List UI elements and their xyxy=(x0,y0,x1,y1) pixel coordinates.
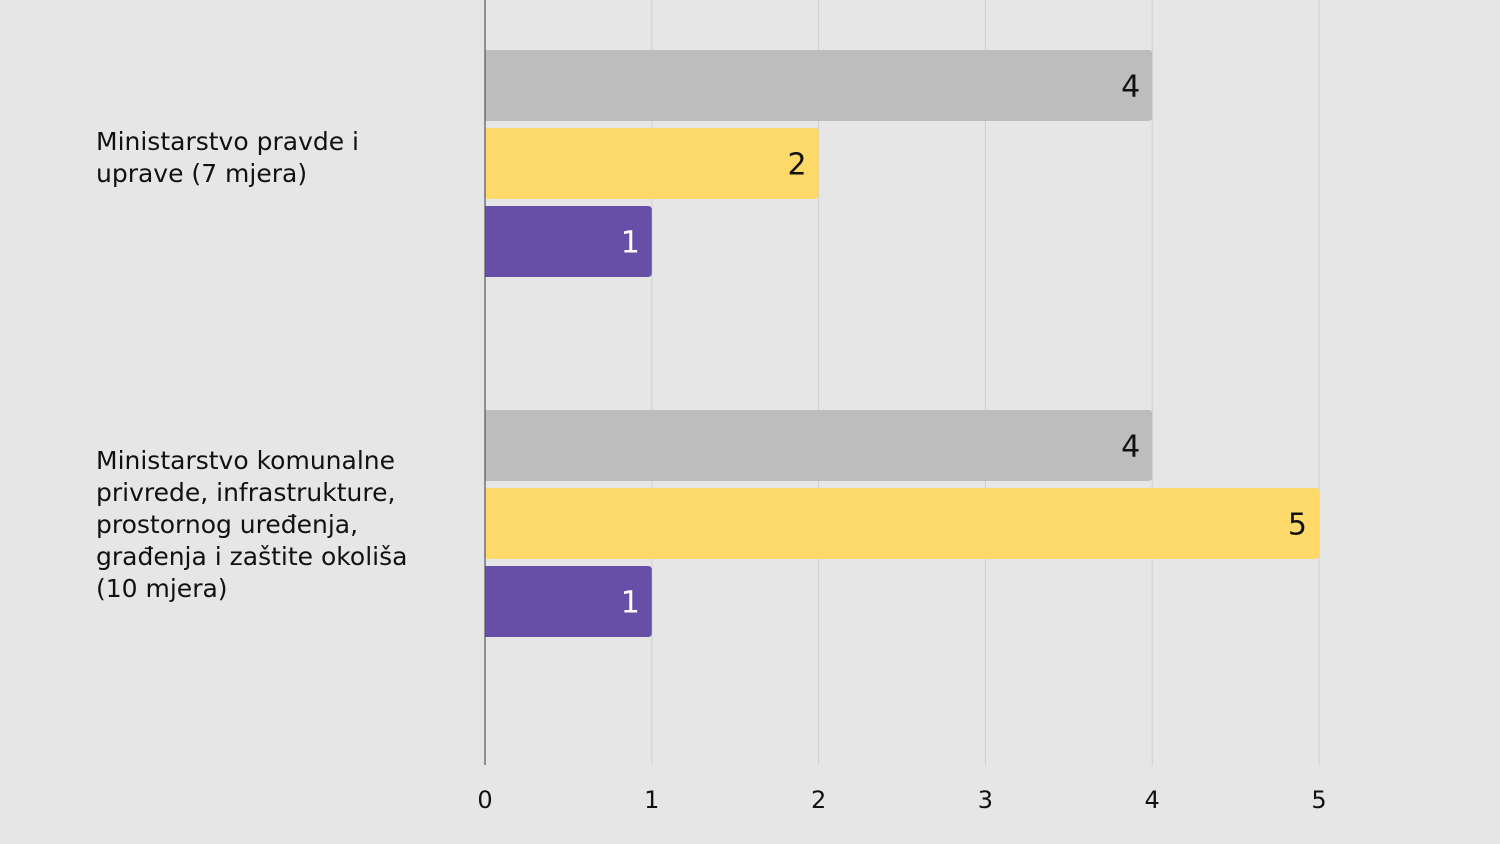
x-tick-label: 2 xyxy=(811,786,826,814)
bar-value-label: 2 xyxy=(788,148,807,183)
x-axis-ticks: 0 1 2 3 4 5 xyxy=(477,786,1326,814)
bar-value-label: 4 xyxy=(1121,70,1140,105)
x-tick-label: 3 xyxy=(978,786,993,814)
bar xyxy=(485,566,652,637)
bar-value-label: 1 xyxy=(621,586,640,621)
bars: 4 2 1 4 5 1 xyxy=(485,50,1319,637)
bar xyxy=(485,50,1153,121)
x-tick-label: 1 xyxy=(644,786,659,814)
x-tick-label: 4 xyxy=(1145,786,1160,814)
bar-value-label: 5 xyxy=(1288,508,1307,543)
category-label-ministarstvo-komunalne: Ministarstvo komunalne privrede, infrast… xyxy=(96,446,408,603)
bar xyxy=(485,488,1319,559)
x-tick-label: 0 xyxy=(477,786,492,814)
x-tick-label: 5 xyxy=(1311,786,1326,814)
bar-value-label: 1 xyxy=(621,226,640,261)
category-label-ministarstvo-pravde: Ministarstvo pravde i uprave (7 mjera) xyxy=(96,127,360,188)
bar xyxy=(485,206,652,277)
bar xyxy=(485,410,1153,481)
bar xyxy=(485,128,819,199)
bar-value-label: 4 xyxy=(1121,430,1140,465)
gridlines xyxy=(651,0,1320,765)
